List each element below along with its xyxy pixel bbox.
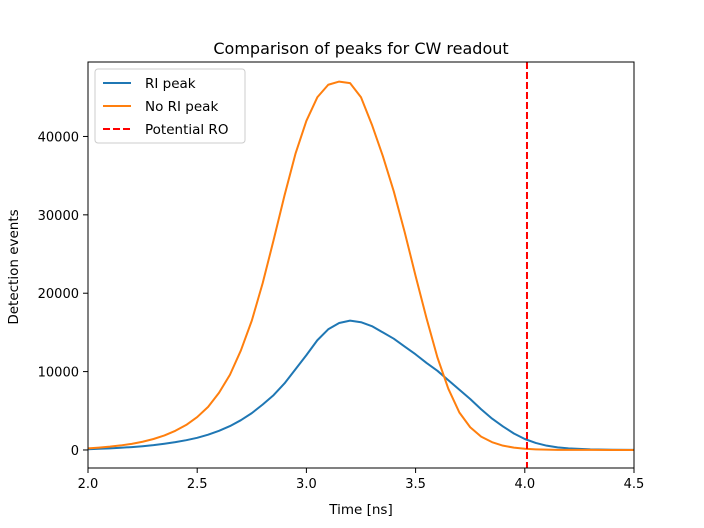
plot-frame	[87, 61, 635, 469]
x-tick-label: 2.5	[187, 477, 208, 492]
series-no-ri-peak-line	[88, 80, 634, 451]
x-axis-label: Time [ns]	[328, 502, 392, 518]
series-ri-peak-line	[88, 319, 634, 451]
x-tick-label: 4.5	[624, 477, 645, 492]
legend: RI peak No RI peak Potential RO	[94, 68, 246, 144]
plot-area	[88, 62, 634, 468]
y-tick-label: 10000	[38, 366, 79, 381]
legend-label-potential-ro: Potential RO	[145, 122, 228, 138]
y-tick-label: 20000	[38, 287, 79, 302]
y-tick-label: 30000	[38, 209, 79, 224]
x-tick-label: 4.0	[514, 477, 535, 492]
legend-label-no-ri-peak: No RI peak	[145, 99, 218, 115]
legend-box	[94, 68, 246, 144]
chart-title: Comparison of peaks for CW readout	[213, 39, 508, 58]
legend-label-ri-peak: RI peak	[145, 76, 196, 92]
x-tick-label: 3.5	[405, 477, 426, 492]
x-tick-label: 3.0	[296, 477, 317, 492]
x-tick-label: 2.0	[78, 477, 99, 492]
y-tick-label: 0	[71, 444, 79, 459]
y-axis-label: Detection events	[6, 209, 22, 324]
axis-ticks: 2.0 2.5 3.0 3.5 4.0 4.5 0 10000 20000 30000 40000	[38, 130, 645, 492]
y-tick-label: 40000	[38, 130, 79, 145]
